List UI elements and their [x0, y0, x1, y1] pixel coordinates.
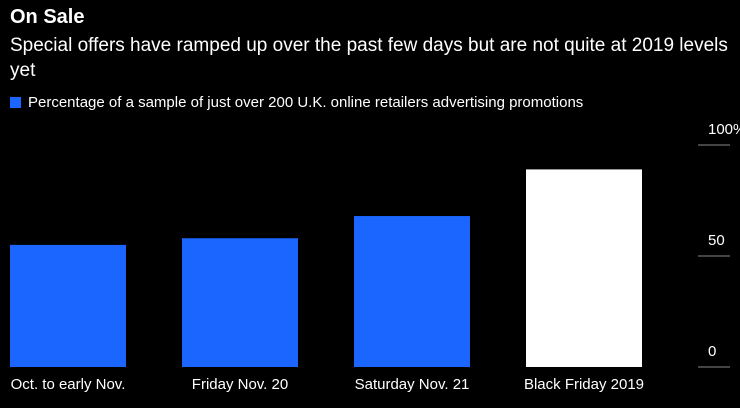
legend: Percentage of a sample of just over 200 …	[10, 94, 583, 111]
bar	[526, 169, 642, 367]
chart-subtitle: Special offers have ramped up over the p…	[10, 35, 728, 81]
legend-swatch	[10, 97, 21, 108]
x-tick-label: Friday Nov. 20	[192, 376, 288, 393]
chart-title: On Sale	[10, 6, 85, 28]
x-tick-label: Oct. to early Nov.	[11, 376, 126, 393]
y-tick-label: 50	[708, 232, 725, 249]
x-tick-label: Black Friday 2019	[524, 376, 644, 393]
y-tick-label: 0	[708, 343, 716, 360]
x-tick-label: Saturday Nov. 21	[355, 376, 470, 393]
legend-label: Percentage of a sample of just over 200 …	[28, 94, 584, 111]
bar	[354, 216, 470, 367]
y-tick-label: 100%	[708, 121, 740, 138]
bar	[10, 244, 126, 367]
bar	[182, 238, 298, 367]
